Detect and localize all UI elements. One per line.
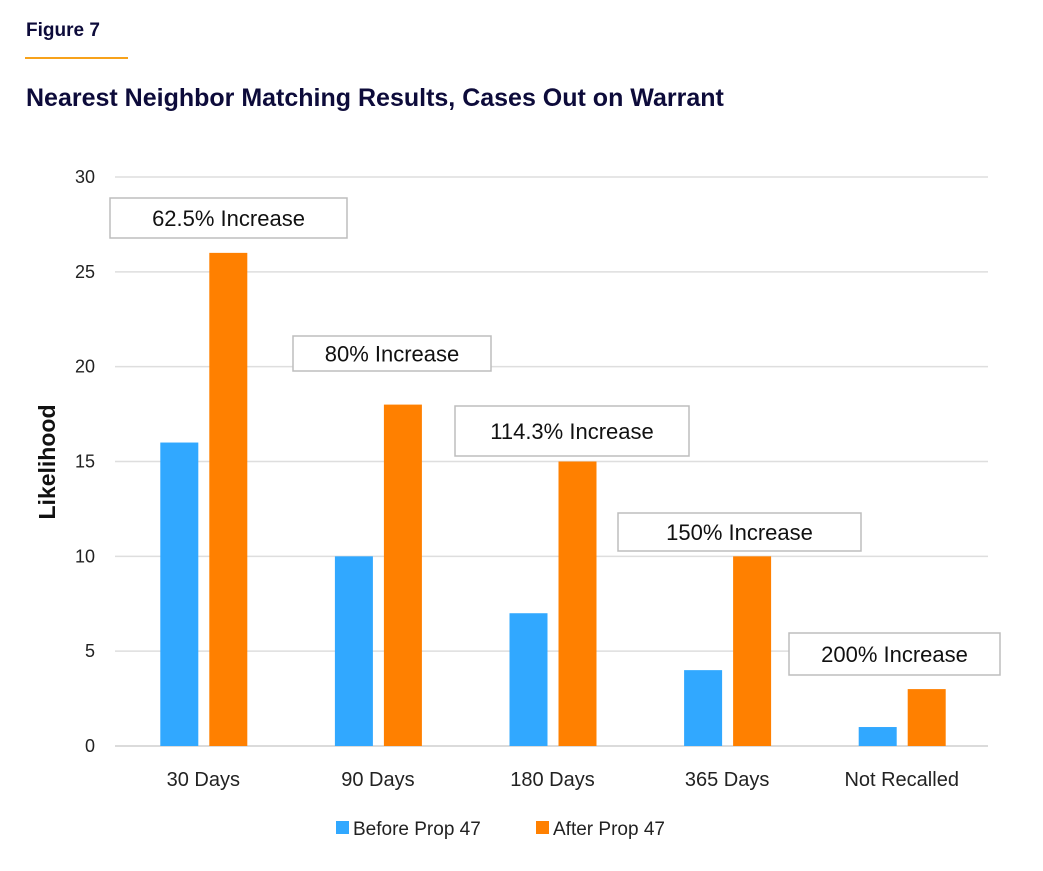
annotation-label: 150% Increase <box>666 520 813 545</box>
bar-after <box>383 404 422 746</box>
y-tick-label: 30 <box>75 167 95 187</box>
x-tick-label: Not Recalled <box>844 769 959 791</box>
legend-swatch <box>336 821 349 834</box>
bar-before <box>160 442 199 746</box>
y-tick-label: 5 <box>85 641 95 661</box>
figure-underline <box>25 57 128 59</box>
y-tick-label: 25 <box>75 262 95 282</box>
annotation-box <box>292 335 492 372</box>
bar-before <box>684 670 723 746</box>
bar-after <box>733 556 772 746</box>
x-tick-label: 365 Days <box>685 769 770 791</box>
annotation-label: 200% Increase <box>821 642 968 667</box>
legend-swatch <box>536 821 549 834</box>
annotation-box <box>788 632 1001 676</box>
annotation-label: 114.3% Increase <box>490 419 653 444</box>
annotation-label: 80% Increase <box>325 342 460 367</box>
chart-title: Nearest Neighbor Matching Results, Cases… <box>26 84 724 112</box>
bar-after <box>209 252 248 746</box>
bar-before <box>858 727 897 746</box>
annotation-box <box>454 405 690 457</box>
y-tick-label: 15 <box>75 452 95 472</box>
annotation-box <box>109 197 348 239</box>
x-tick-label: 30 Days <box>167 769 240 791</box>
annotation-box <box>617 512 862 552</box>
y-tick-label: 0 <box>85 736 95 756</box>
bar-after <box>558 461 597 746</box>
figure-label: Figure 7 <box>26 20 100 41</box>
y-tick-label: 20 <box>75 357 95 377</box>
bar-before <box>509 613 548 746</box>
x-tick-label: 90 Days <box>341 769 414 791</box>
y-axis-label: Likelihood <box>34 405 60 520</box>
x-tick-label: 180 Days <box>510 769 595 791</box>
legend-label: After Prop 47 <box>553 819 665 840</box>
annotation-label: 62.5% Increase <box>152 206 305 231</box>
bar-before <box>334 556 373 746</box>
bar-after <box>907 689 946 746</box>
legend-label: Before Prop 47 <box>353 819 481 840</box>
y-tick-label: 10 <box>75 546 95 566</box>
